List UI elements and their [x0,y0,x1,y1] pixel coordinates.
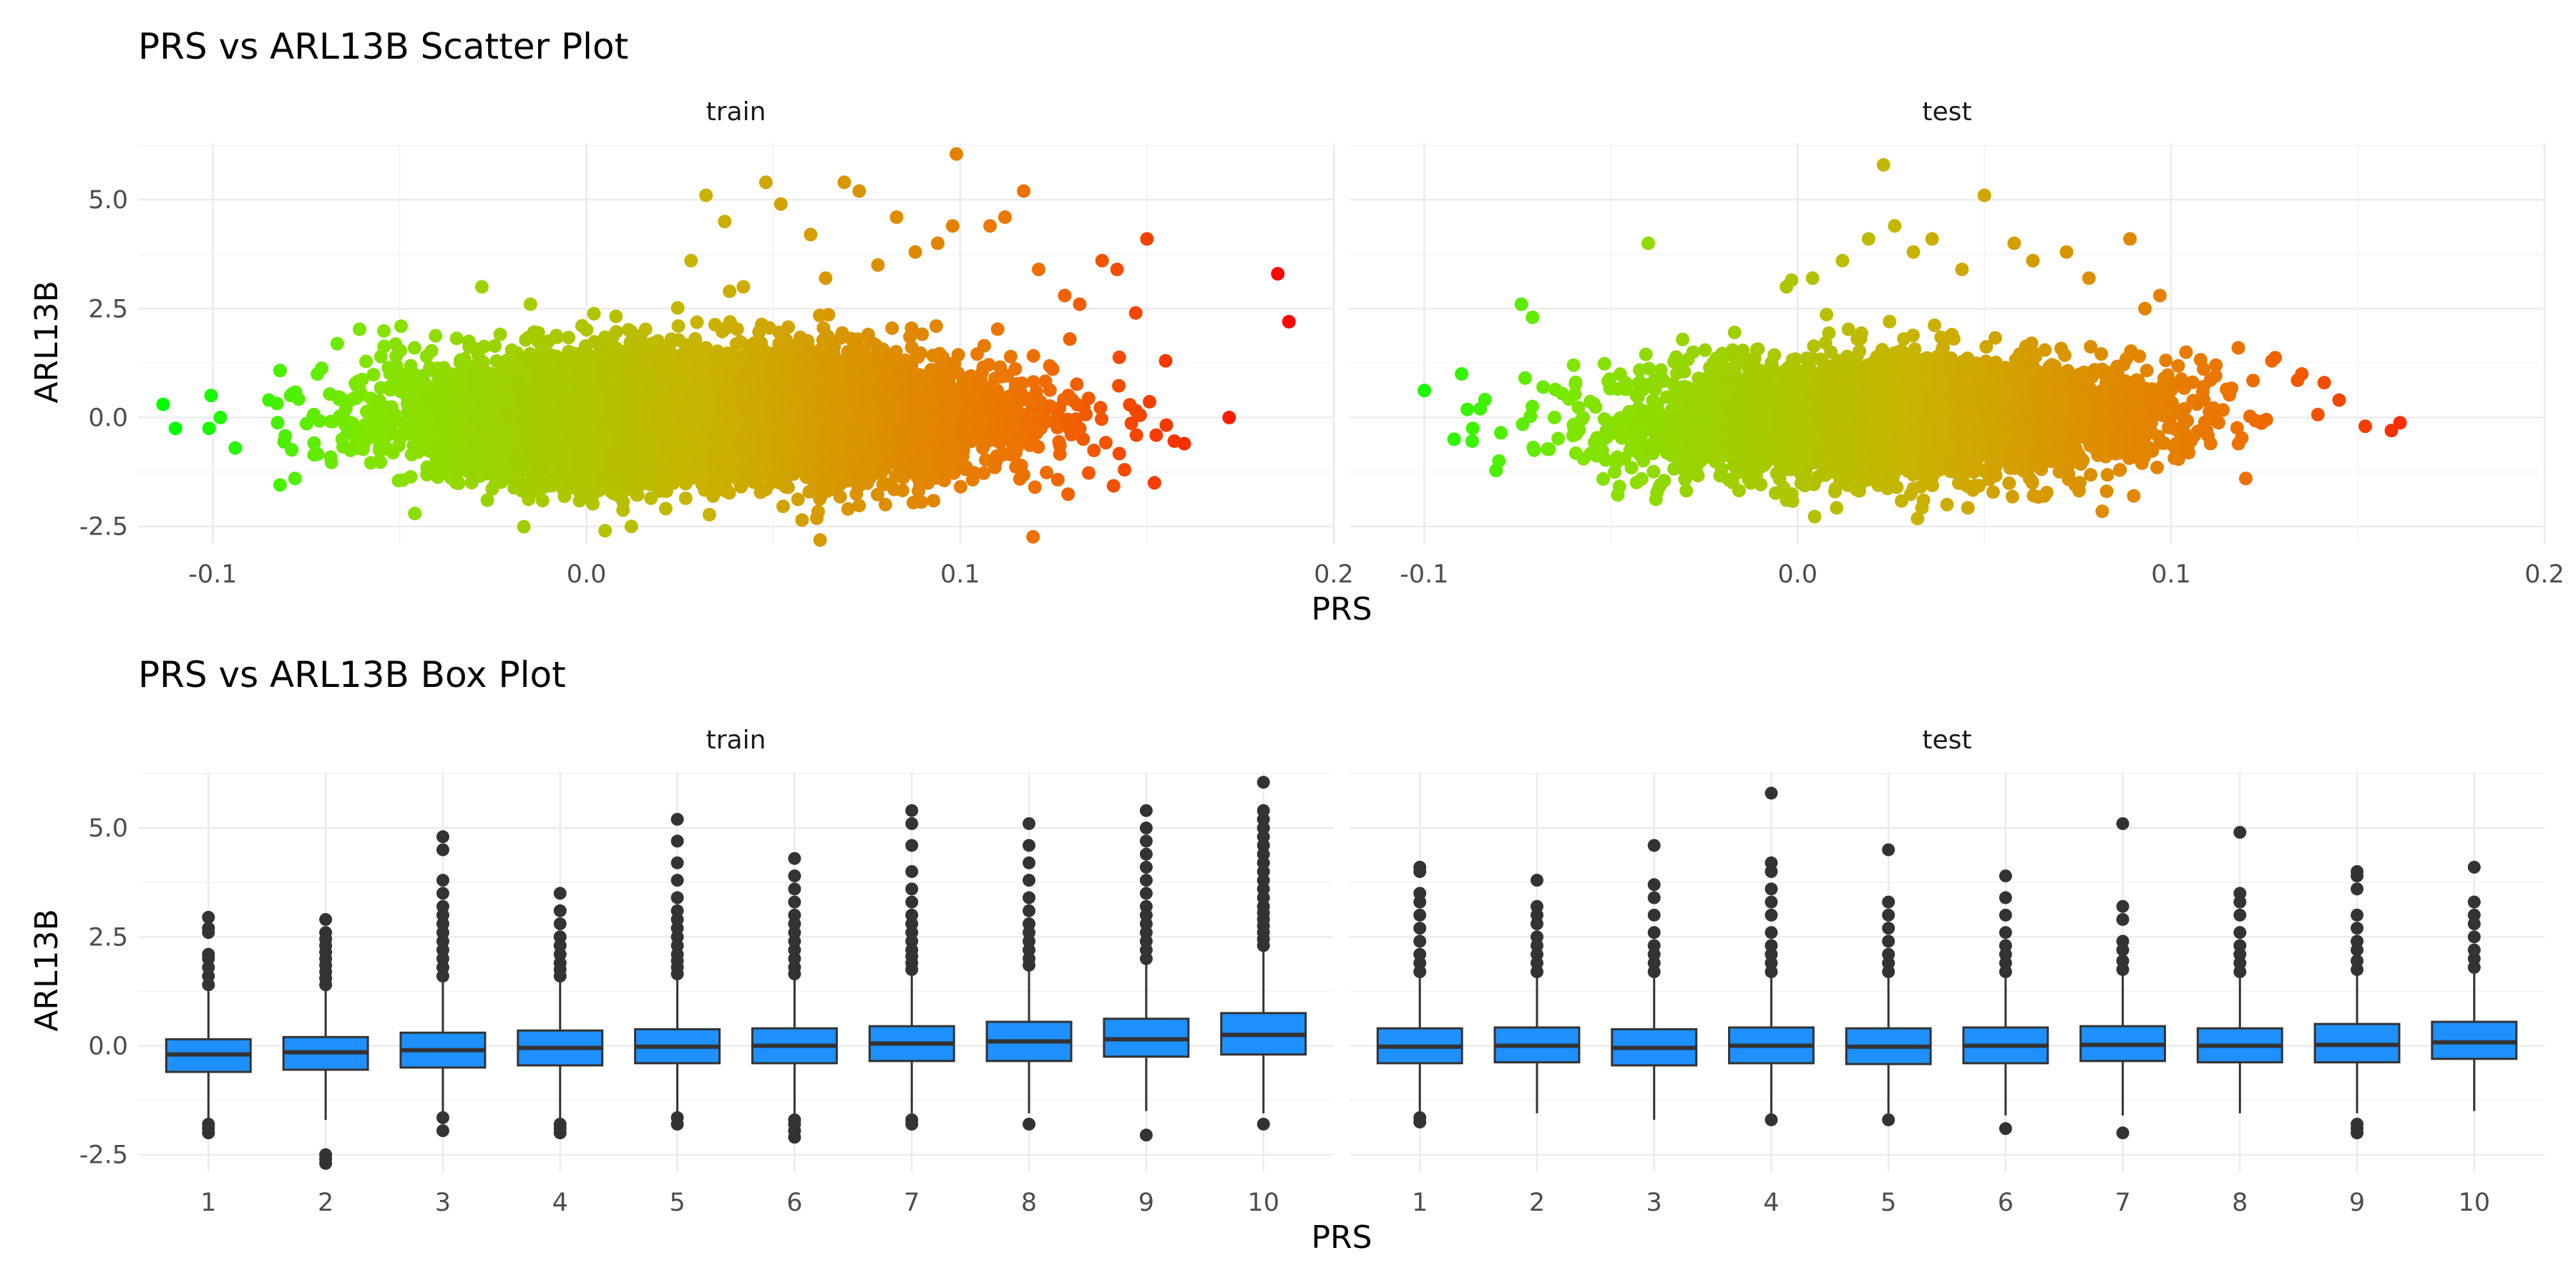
scatter-point [976,360,990,374]
scatter-point [1087,444,1101,457]
scatter-point-cloud-train [156,147,1296,547]
scatter-point [1040,465,1054,479]
box-y-axis-title: ARL13B [29,909,65,1031]
scatter-point [929,319,943,333]
scatter-point [311,447,325,461]
scatter-y-axis-title: ARL13B [29,280,65,403]
scatter-point [671,319,686,333]
scatter-point [670,301,685,315]
scatter-point [1045,362,1060,376]
scatter-point [990,322,1005,336]
scatter-y-tick-label: 5.0 [88,186,128,215]
scatter-point [885,321,899,336]
scatter-x-tick-label: -0.1 [188,560,237,589]
scatter-x-tick-label: 0.1 [940,560,980,589]
box-plot-title: PRS vs ARL13B Box Plot [138,654,566,696]
scatter-panel-train: train -0.1 0.0 0.1 0.2 -2.5 0.0 2.5 5.0 [79,97,1354,589]
scatter-plot-title: PRS vs ARL13B Scatter Plot [138,26,628,67]
scatter-point [493,327,507,341]
scatter-point [429,328,443,343]
scatter-point [816,321,831,335]
scatter-point [906,496,920,509]
scatter-y-tick-label: -2.5 [79,513,128,542]
scatter-point [970,347,985,361]
box-x-axis-title: PRS [1311,1219,1372,1256]
scatter-point [587,306,601,321]
scatter-point [394,319,408,333]
scatter-point [1112,379,1126,393]
scatter-y-tick-label: 0.0 [88,404,128,432]
scatter-point [408,507,422,521]
scatter-point [1003,349,1018,364]
scatter-point [776,499,790,514]
scatter-x-axis-title: PRS [1311,591,1372,628]
scatter-point [1026,348,1040,363]
scatter-point [488,339,502,353]
scatter-x-tick-label: 0.2 [1314,560,1354,589]
scatter-point [1050,472,1065,487]
scatter-y-tick-label: 2.5 [88,295,128,323]
scatter-point [678,491,693,505]
scatter-point [1106,479,1121,493]
scatter-point [795,513,809,527]
scatter-point [690,315,704,329]
scatter-point [1129,428,1143,442]
scatter-x-tick-label: 0.0 [567,560,607,589]
scatter-point [915,327,930,341]
scatter-point [273,364,287,378]
scatter-point [517,519,531,534]
scatter-point [204,389,218,403]
scatter-point [791,492,805,507]
scatter-strip-label-train: train [706,97,766,127]
scatter-point [330,336,344,351]
